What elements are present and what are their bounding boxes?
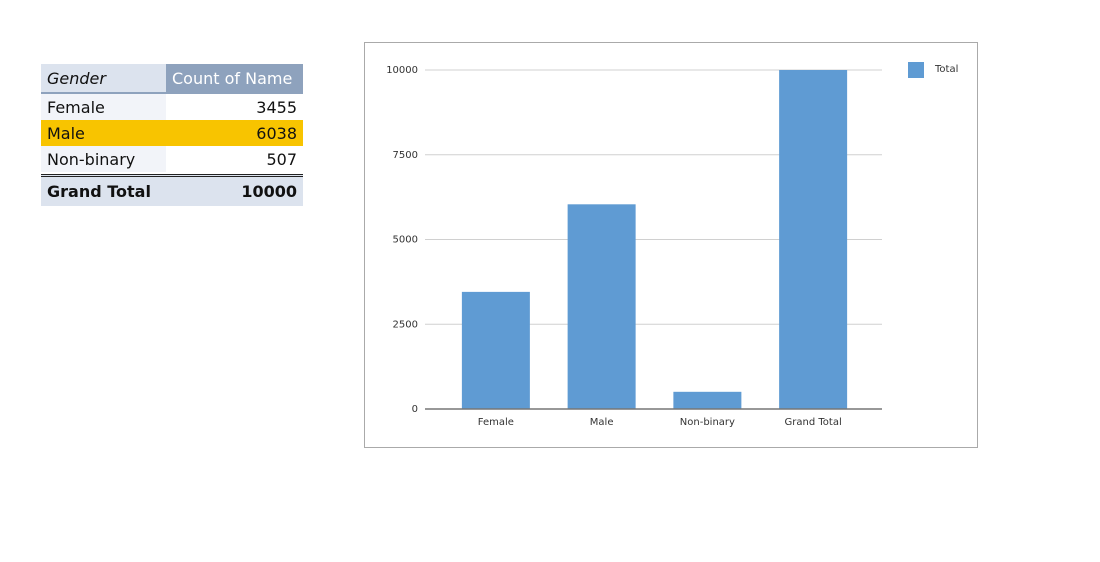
x-tick-label: Female bbox=[478, 417, 514, 428]
legend-label: Total bbox=[934, 64, 958, 75]
cell: Non-binary bbox=[41, 146, 166, 172]
legend-swatch bbox=[908, 62, 924, 78]
table-row: Non-binary 507 bbox=[41, 146, 303, 172]
y-tick-label: 2500 bbox=[393, 319, 418, 330]
table-row: Female 3455 bbox=[41, 94, 303, 120]
cell: 6038 bbox=[256, 123, 297, 143]
header-cell: Gender bbox=[47, 68, 106, 88]
table-row: Male 6038 bbox=[41, 120, 303, 146]
y-tick-label: 0 bbox=[412, 404, 418, 415]
x-tick-label: Male bbox=[590, 417, 614, 428]
y-tick-label: 10000 bbox=[386, 65, 418, 76]
cell: Grand Total bbox=[47, 182, 151, 201]
header-cell: Count of Name bbox=[166, 64, 303, 92]
cell: Female bbox=[41, 94, 166, 120]
bar bbox=[567, 204, 636, 409]
total-row: Grand Total 10000 bbox=[41, 174, 303, 206]
bar bbox=[461, 291, 530, 409]
cell: 10000 bbox=[241, 182, 297, 201]
y-tick-label: 7500 bbox=[393, 150, 418, 161]
cell: 507 bbox=[266, 149, 297, 169]
cell: Male bbox=[47, 123, 85, 143]
x-tick-label: Non-binary bbox=[680, 417, 735, 428]
bar bbox=[779, 70, 848, 409]
cell: 3455 bbox=[256, 97, 297, 117]
table-header: Gender Count of Name bbox=[41, 64, 303, 94]
bar bbox=[673, 391, 742, 409]
chart-frame bbox=[364, 42, 978, 448]
y-tick-label: 5000 bbox=[393, 235, 418, 246]
pivot-table: Gender Count of Name Female 3455 Male 60… bbox=[41, 64, 303, 206]
x-tick-label: Grand Total bbox=[785, 417, 842, 428]
